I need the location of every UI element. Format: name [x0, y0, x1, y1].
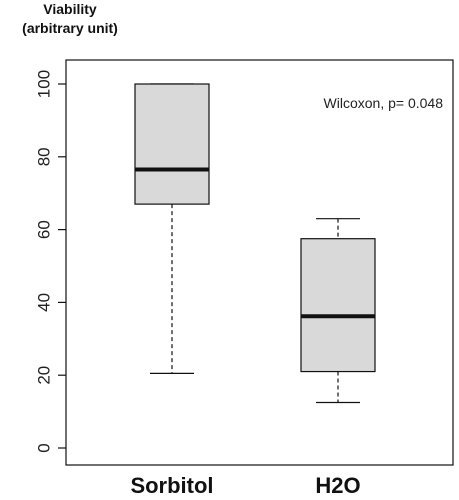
y-tick-label: 0 — [35, 443, 54, 452]
y-axis-label: Viability (arbitrary unit) — [22, 1, 118, 36]
y-tick-label: 100 — [35, 70, 54, 98]
iqr-box — [134, 83, 210, 205]
y-axis: 0 20 40 60 80 100 — [35, 70, 66, 453]
box-sorbitol — [134, 83, 210, 374]
y-tick-label: 80 — [35, 147, 54, 166]
y-tick-label: 40 — [35, 293, 54, 312]
plot-frame — [65, 59, 454, 466]
box-h2o — [300, 218, 376, 404]
y-tick-label: 60 — [35, 220, 54, 239]
y-tick-label: 20 — [35, 366, 54, 385]
wilcoxon-annotation: Wilcoxon, p= 0.048 — [324, 95, 444, 111]
y-axis-label-line-1: Viability — [43, 1, 97, 17]
boxes — [134, 83, 376, 404]
x-category-label: Sorbitol — [130, 473, 213, 498]
y-axis-label-line-2: (arbitrary unit) — [22, 20, 118, 36]
iqr-box — [300, 238, 376, 373]
x-axis-categories: Sorbitol H2O — [130, 473, 360, 498]
x-category-label: H2O — [315, 473, 360, 498]
